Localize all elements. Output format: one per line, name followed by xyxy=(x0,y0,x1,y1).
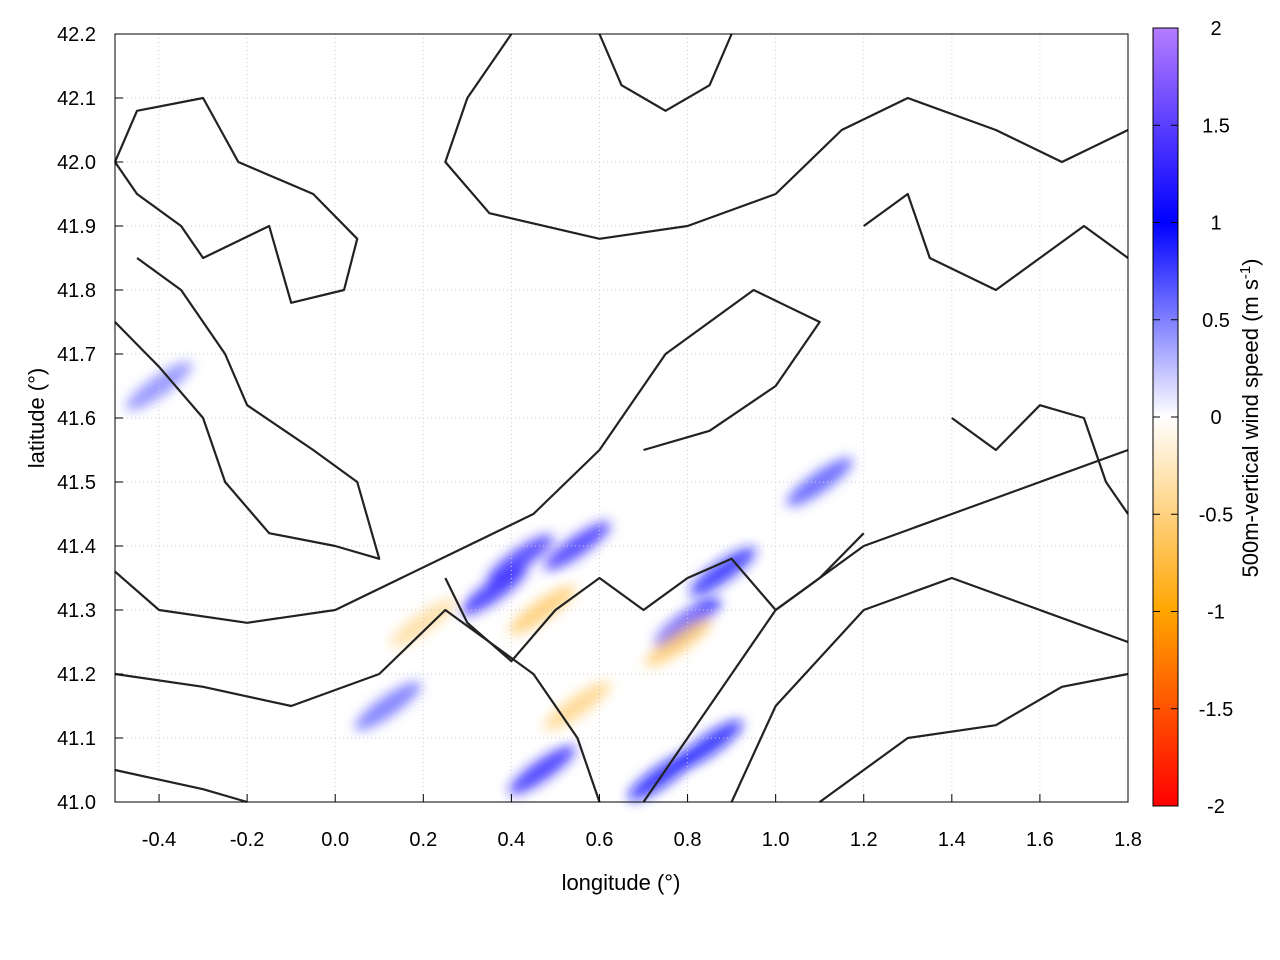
contour-line xyxy=(444,33,1129,240)
heatmap-feature xyxy=(508,585,576,635)
contour-line xyxy=(114,288,821,624)
contour-line xyxy=(444,532,865,663)
heatmap-feature xyxy=(486,534,554,584)
y-axis-label: latitude (°) xyxy=(24,368,49,469)
x-axis-label: longitude (°) xyxy=(562,870,681,895)
contour-line xyxy=(730,576,1129,803)
y-tick-label: 41.5 xyxy=(57,472,96,494)
colorbar-tick-label: 2 xyxy=(1210,18,1221,40)
heatmap-feature xyxy=(354,681,422,731)
colorbar-tick-label: -1 xyxy=(1207,602,1225,624)
y-tick-label: 42.1 xyxy=(57,88,96,110)
colorbar-tick-label: 1 xyxy=(1210,213,1221,235)
x-tick-label: 1.6 xyxy=(1026,829,1054,851)
x-tick-label: 0.8 xyxy=(674,829,702,851)
y-tick-label: 41.4 xyxy=(57,536,96,558)
contour-line xyxy=(863,192,1129,292)
colorbar-tick-label: 0.5 xyxy=(1202,310,1230,332)
x-tick-label: 1.8 xyxy=(1114,829,1142,851)
contour-line xyxy=(951,404,1129,515)
heatmap-feature xyxy=(460,566,528,616)
x-axis: -0.4 -0.2 0.0 0.2 0.4 0.6 0.8 1.0 1.2 1.4 1.6 1.8 xyxy=(142,794,1142,851)
x-tick-label: 1.4 xyxy=(938,829,966,851)
y-tick-label: 41.8 xyxy=(57,280,96,302)
colorbar-tick-label: -1.5 xyxy=(1199,699,1233,721)
contour-line xyxy=(819,672,1129,803)
colorbar-tick-label: -2 xyxy=(1207,796,1225,818)
y-tick-label: 41.1 xyxy=(57,728,96,750)
heatmap-layer xyxy=(125,361,853,801)
heatmap-feature xyxy=(544,681,611,731)
x-tick-label: 0.6 xyxy=(586,829,614,851)
x-tick-label: 1.0 xyxy=(762,829,790,851)
colorbar-tick-label: -0.5 xyxy=(1199,504,1233,526)
y-tick-label: 42.0 xyxy=(57,152,96,174)
contour-layer xyxy=(113,33,1129,804)
x-tick-label: 0.4 xyxy=(497,829,525,851)
x-tick-label: 1.2 xyxy=(850,829,878,851)
contour-line xyxy=(114,768,248,804)
heatmap-feature xyxy=(508,745,576,795)
x-tick-label: -0.2 xyxy=(230,829,264,851)
heatmap-feature xyxy=(645,617,713,667)
colorbar-tick-label: 0 xyxy=(1210,407,1221,429)
colorbar-label: 500m-vertical wind speed (m s-1) xyxy=(1237,258,1263,577)
y-tick-label: 41.9 xyxy=(57,216,96,238)
contour-line xyxy=(114,608,601,803)
colorbar-tick-label: 1.5 xyxy=(1202,115,1230,137)
y-tick-label: 42.2 xyxy=(57,24,96,46)
heatmap-feature xyxy=(676,720,743,769)
y-tick-label: 41.6 xyxy=(57,408,96,430)
y-axis: 41.0 41.1 41.2 41.3 41.4 41.5 41.6 41.7 41.8 41.9… xyxy=(57,24,123,814)
x-tick-label: 0.0 xyxy=(321,829,349,851)
y-tick-label: 41.7 xyxy=(57,344,96,366)
heatmap-feature xyxy=(689,547,757,596)
y-tick-label: 41.3 xyxy=(57,600,96,622)
colorbar-ticks: 2 1.5 1 0.5 0 -0.5 -1 -1.5 -2 xyxy=(1153,18,1233,818)
y-tick-label: 41.0 xyxy=(57,792,96,814)
contour-line xyxy=(113,96,359,304)
x-tick-label: 0.2 xyxy=(409,829,437,851)
contour-line xyxy=(598,33,733,112)
x-tick-label: -0.4 xyxy=(142,829,176,851)
contour-line xyxy=(114,257,381,560)
y-tick-label: 41.2 xyxy=(57,664,96,686)
heatmap-feature xyxy=(544,521,611,571)
